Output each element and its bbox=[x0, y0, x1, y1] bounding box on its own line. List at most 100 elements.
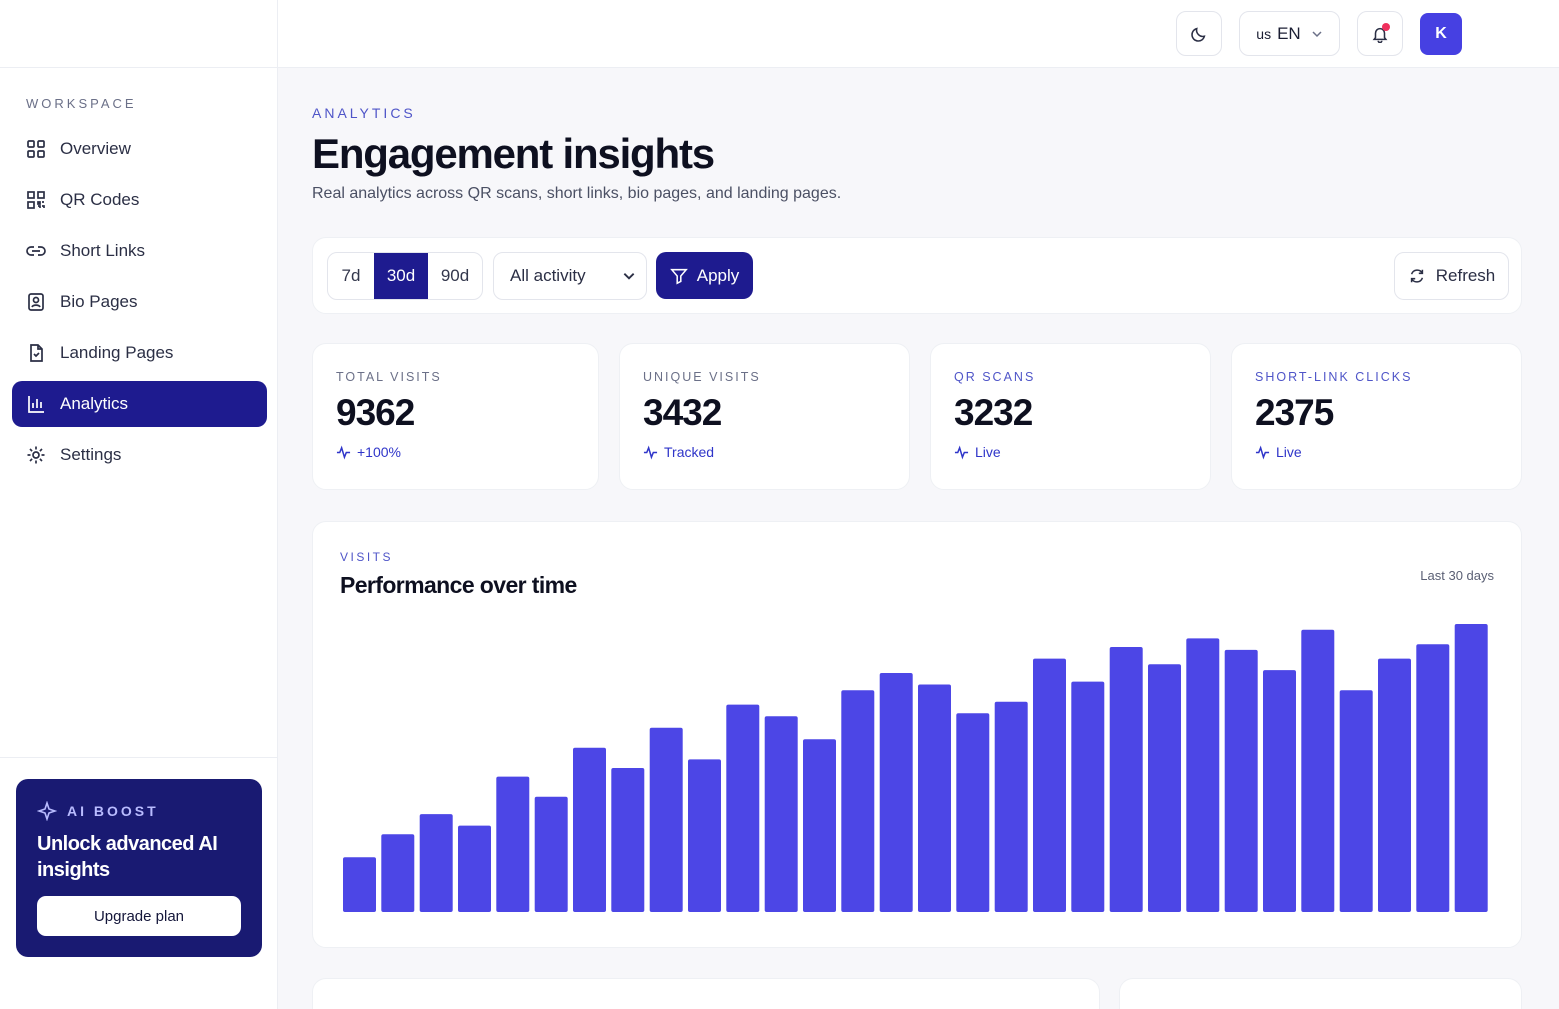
visits-bar-chart bbox=[343, 624, 1488, 912]
chart-bar bbox=[1416, 644, 1450, 912]
range-7d-button[interactable]: 7d bbox=[341, 266, 361, 285]
ai-boost-tag: AI BOOST bbox=[37, 801, 241, 821]
chart-bar bbox=[918, 684, 951, 912]
filter-icon bbox=[669, 268, 688, 284]
chart-bar bbox=[1454, 624, 1488, 912]
pulse-icon bbox=[954, 445, 969, 459]
activity-select[interactable]: All activity bbox=[493, 252, 647, 300]
sidebar-item-label: Overview bbox=[60, 139, 131, 158]
stat-value: 9362 bbox=[336, 392, 415, 433]
moon-icon bbox=[1191, 27, 1206, 42]
chart-bar bbox=[419, 814, 453, 912]
ai-boost-tag-label: AI BOOST bbox=[67, 803, 159, 819]
range-90d-button[interactable]: 90d bbox=[440, 266, 470, 285]
chart-bar bbox=[726, 704, 760, 912]
sidebar-item-label: QR Codes bbox=[60, 190, 140, 209]
sidebar-item-settings[interactable]: Settings bbox=[12, 432, 267, 478]
ai-boost-card: AI BOOST Unlock advanced AI insights Upg… bbox=[16, 779, 262, 957]
stat-card-short-link-clicks: SHORT-LINK CLICKS 2375 Live bbox=[1231, 343, 1522, 490]
chart-bar bbox=[1378, 658, 1411, 912]
visits-chart-card: VISITS Performance over time Last 30 day… bbox=[312, 521, 1522, 948]
sidebar-brand bbox=[0, 0, 277, 68]
stat-value: 3432 bbox=[643, 392, 722, 433]
sidebar-item-label: Analytics bbox=[60, 394, 129, 413]
chart-bar bbox=[1033, 658, 1066, 912]
topbar: us EN K bbox=[278, 0, 1559, 68]
chart-bar bbox=[841, 690, 875, 912]
stat-trend: Tracked bbox=[643, 444, 886, 460]
activity-select-value: All activity bbox=[510, 266, 586, 285]
stat-label: TOTAL VISITS bbox=[336, 370, 442, 384]
stat-trend: Live bbox=[954, 444, 1187, 460]
chart-bar bbox=[649, 727, 683, 912]
grid-icon bbox=[26, 139, 46, 159]
chart-bar bbox=[381, 834, 415, 912]
sidebar-item-overview[interactable]: Overview bbox=[12, 126, 267, 172]
stat-label: SHORT-LINK CLICKS bbox=[1255, 370, 1413, 384]
chart-bar bbox=[764, 716, 798, 912]
theme-toggle-button[interactable] bbox=[1176, 11, 1222, 56]
language-code: EN bbox=[1277, 23, 1301, 43]
page-eyebrow: ANALYTICS bbox=[312, 105, 416, 121]
chart-bar bbox=[956, 713, 990, 912]
chart-bar bbox=[1301, 629, 1335, 912]
avatar[interactable]: K bbox=[1420, 13, 1462, 55]
qr-icon bbox=[26, 190, 46, 210]
sidebar-item-qr-codes[interactable]: QR Codes bbox=[12, 177, 267, 223]
chart-title: Performance over time bbox=[340, 572, 577, 598]
stat-trend-label: +100% bbox=[357, 444, 401, 460]
chart-bar bbox=[343, 857, 376, 912]
refresh-button[interactable]: Refresh bbox=[1394, 252, 1509, 300]
sparkle-icon bbox=[37, 801, 57, 821]
stat-label: UNIQUE VISITS bbox=[643, 370, 761, 384]
range-30d-button[interactable]: 30d bbox=[374, 253, 428, 299]
chart-bar bbox=[994, 701, 1028, 912]
stat-label: QR SCANS bbox=[954, 370, 1036, 384]
chart-bar bbox=[1186, 638, 1220, 912]
apply-button-label: Apply bbox=[696, 265, 740, 285]
stat-trend-label: Live bbox=[975, 444, 1001, 460]
sidebar-item-label: Short Links bbox=[60, 241, 146, 260]
stat-card-qr-scans: QR SCANS 3232 Live bbox=[930, 343, 1211, 490]
chevron-down-icon bbox=[1312, 30, 1322, 37]
date-range-toggle: 7d 30d 90d bbox=[327, 252, 483, 300]
sidebar-section-label: WORKSPACE bbox=[26, 96, 137, 111]
bar-chart-icon bbox=[26, 394, 46, 414]
bottom-card-left bbox=[312, 978, 1100, 1009]
apply-button[interactable]: Apply bbox=[656, 252, 753, 299]
stat-card-total-visits: TOTAL VISITS 9362 +100% bbox=[312, 343, 599, 490]
chart-bar bbox=[688, 759, 721, 912]
chevron-down-icon bbox=[623, 273, 635, 280]
chart-bar bbox=[496, 776, 530, 912]
sidebar: WORKSPACE Overview QR Codes Short Links … bbox=[0, 0, 278, 1009]
chart-bar bbox=[1109, 647, 1143, 912]
chart-bar bbox=[1148, 664, 1181, 912]
sidebar-item-landing-pages[interactable]: Landing Pages bbox=[12, 330, 267, 376]
link-icon bbox=[26, 241, 46, 261]
sidebar-item-bio-pages[interactable]: Bio Pages bbox=[12, 279, 267, 325]
upgrade-plan-button[interactable]: Upgrade plan bbox=[37, 896, 241, 936]
chart-bar bbox=[611, 768, 645, 912]
language-select[interactable]: us EN bbox=[1239, 11, 1340, 56]
sidebar-item-short-links[interactable]: Short Links bbox=[12, 228, 267, 274]
chart-bar bbox=[1263, 670, 1296, 912]
sidebar-nav: Overview QR Codes Short Links Bio Pages … bbox=[12, 126, 267, 483]
chart-bar bbox=[573, 747, 606, 912]
chart-bar bbox=[458, 825, 491, 912]
stat-trend-label: Tracked bbox=[664, 444, 715, 460]
refresh-icon bbox=[1410, 269, 1423, 283]
profile-icon bbox=[26, 292, 46, 312]
chart-bar bbox=[1224, 649, 1258, 912]
pulse-icon bbox=[336, 445, 351, 459]
notifications-button[interactable] bbox=[1357, 11, 1403, 56]
notification-badge bbox=[1382, 23, 1390, 31]
language-flag: us bbox=[1256, 25, 1272, 42]
stat-value: 2375 bbox=[1255, 392, 1334, 433]
chart-bar bbox=[1339, 690, 1373, 912]
sidebar-item-label: Landing Pages bbox=[60, 343, 174, 362]
pulse-icon bbox=[643, 445, 658, 459]
sidebar-item-analytics[interactable]: Analytics bbox=[12, 381, 267, 427]
chart-bar bbox=[879, 673, 913, 912]
gear-icon bbox=[26, 445, 46, 465]
stat-trend-label: Live bbox=[1276, 444, 1302, 460]
